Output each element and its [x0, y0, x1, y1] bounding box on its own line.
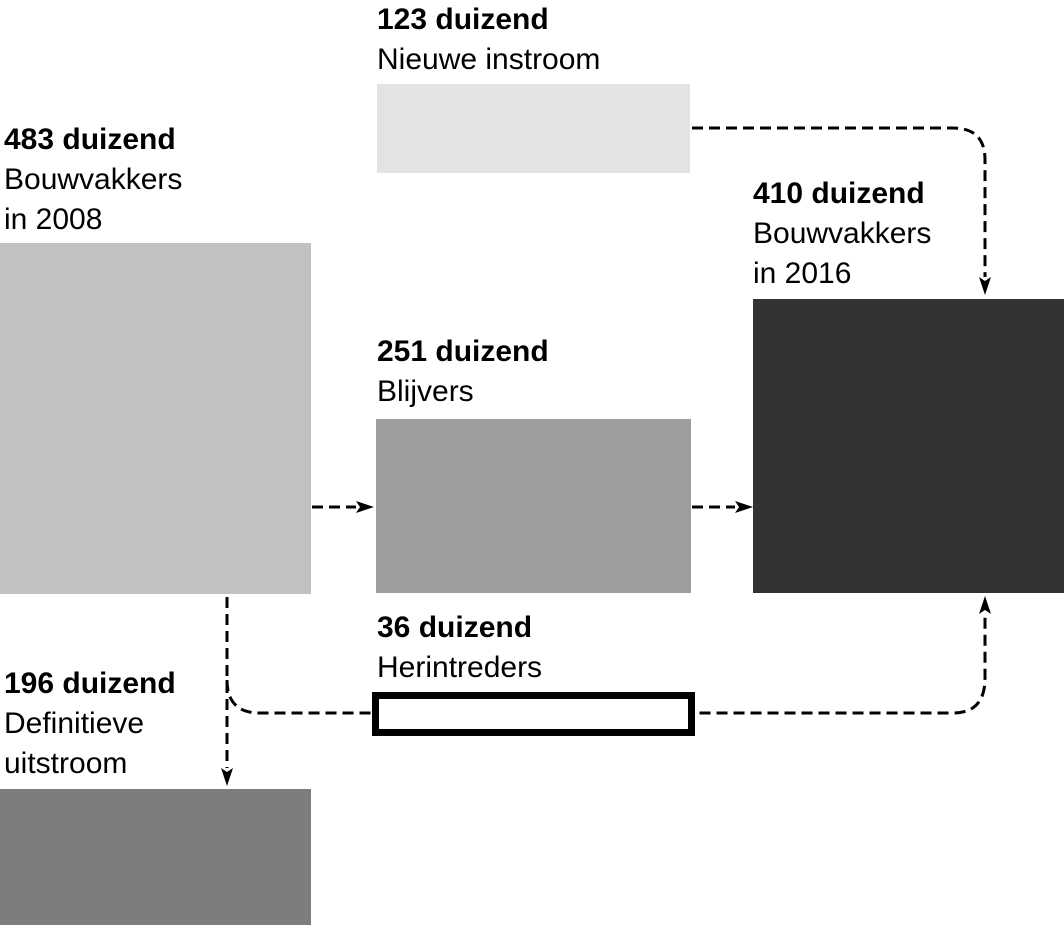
value-blijvers: 251 duizend — [377, 335, 549, 368]
label-blijvers: 251 duizend Blijvers — [377, 332, 549, 412]
label-line: in 2016 — [753, 257, 852, 290]
value-nieuwe-instroom: 123 duizend — [377, 3, 549, 36]
node-box-definitieve-uitstroom — [0, 789, 311, 925]
label-herintreders: 36 duizend Herintreders — [377, 608, 542, 688]
node-box-bouwvakkers-2008 — [0, 243, 311, 594]
value-bouwvakkers-2016: 410 duizend — [753, 177, 925, 210]
label-line: Nieuwe instroom — [377, 43, 601, 76]
label-line: Bouwvakkers — [4, 163, 183, 196]
label-line: Bouwvakkers — [753, 217, 932, 250]
label-line: uitstroom — [4, 747, 128, 780]
node-box-nieuwe-instroom — [377, 84, 690, 173]
arrow-herintreders-to-2016 — [225, 596, 991, 715]
label-bouwvakkers-2008: 483 duizend Bouwvakkers in 2008 — [4, 120, 182, 240]
arrow-instroom-to-2016 — [692, 126, 991, 295]
label-nieuwe-instroom: 123 duizend Nieuwe instroom — [377, 0, 600, 80]
label-line: Blijvers — [377, 375, 474, 408]
node-box-bouwvakkers-2016 — [753, 299, 1064, 593]
label-line: Herintreders — [377, 651, 543, 684]
node-box-herintreders — [372, 692, 695, 736]
value-definitieve-uitstroom: 196 duizend — [4, 667, 176, 700]
label-bouwvakkers-2016: 410 duizend Bouwvakkers in 2016 — [753, 174, 931, 294]
label-definitieve-uitstroom: 196 duizend Definitieve uitstroom — [4, 664, 176, 784]
value-herintreders: 36 duizend — [377, 611, 533, 644]
node-box-blijvers — [376, 419, 691, 593]
label-line: Definitieve — [4, 707, 145, 740]
value-bouwvakkers-2008: 483 duizend — [4, 123, 176, 156]
label-line: in 2008 — [4, 203, 103, 236]
